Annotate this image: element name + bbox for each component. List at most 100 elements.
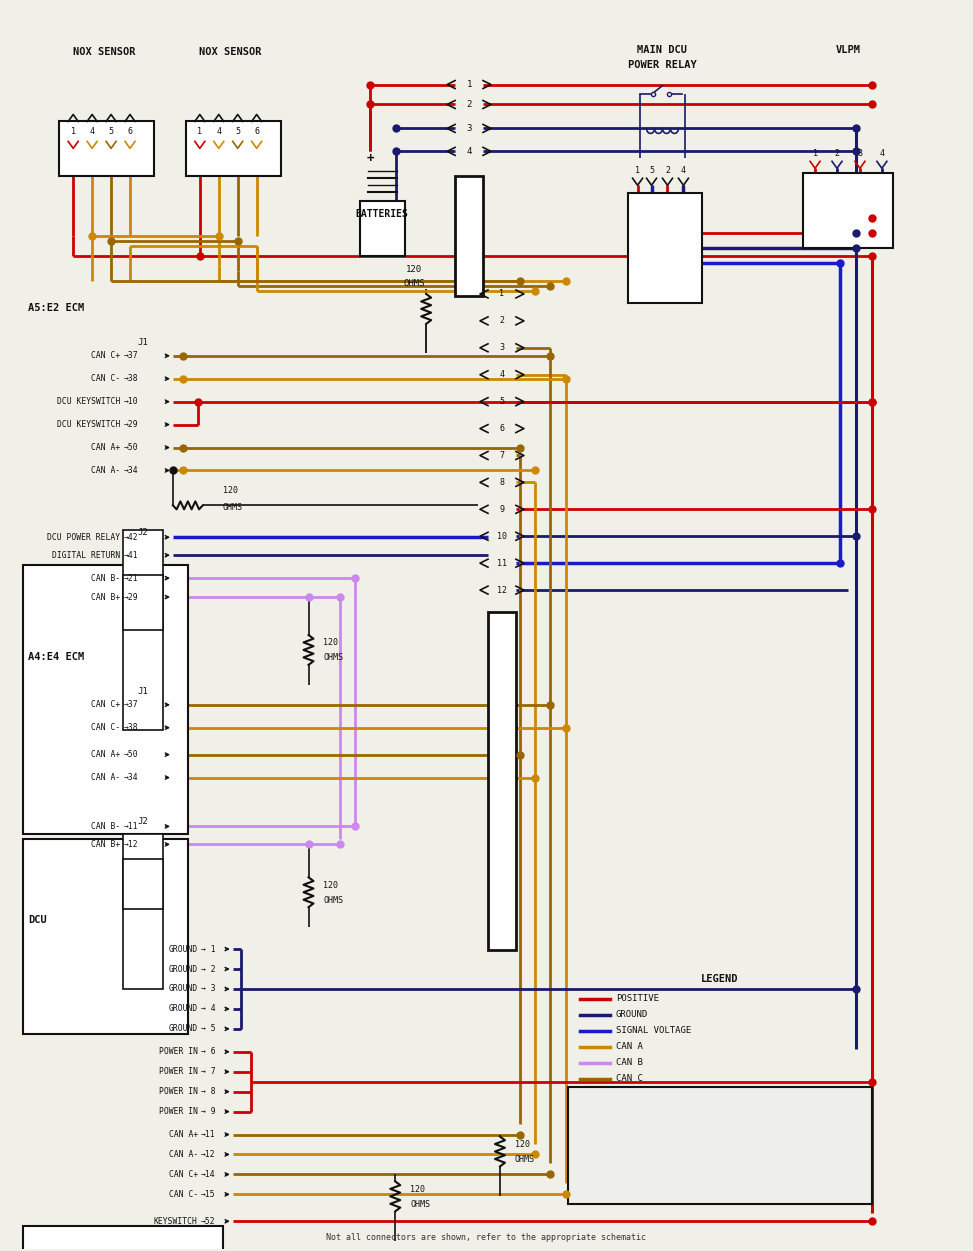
Text: 120: 120	[411, 1185, 425, 1193]
Bar	[803, 174, 893, 248]
Text: CAN B-: CAN B-	[90, 822, 120, 831]
Text: →11: →11	[124, 822, 139, 831]
Bar	[23, 1226, 223, 1251]
Text: →50: →50	[124, 751, 139, 759]
Text: DCU: DCU	[28, 916, 47, 926]
Text: DIGITAL RETURN: DIGITAL RETURN	[52, 550, 120, 559]
Text: OHMS: OHMS	[223, 503, 242, 512]
Text: BATTERIES: BATTERIES	[356, 209, 409, 219]
Text: → 9: → 9	[200, 1107, 215, 1116]
Text: 4: 4	[681, 166, 686, 175]
Text: 9: 9	[499, 505, 504, 514]
Text: GROUND: GROUND	[168, 1005, 198, 1013]
Text: CAN A+: CAN A+	[90, 443, 120, 452]
Text: GROUND: GROUND	[168, 945, 198, 953]
Text: 120: 120	[406, 264, 422, 274]
Text: → 3: → 3	[200, 985, 215, 993]
Text: 5: 5	[649, 166, 654, 175]
Text: CAN B+: CAN B+	[90, 593, 120, 602]
Bar	[123, 834, 162, 990]
Text: VLPM: VLPM	[836, 45, 860, 55]
Bar	[488, 612, 516, 950]
Text: NOX SENSOR: NOX SENSOR	[199, 46, 262, 56]
Text: 10: 10	[497, 532, 507, 540]
Text: CAN C+: CAN C+	[168, 1170, 198, 1178]
Text: OHMS: OHMS	[404, 279, 425, 289]
Text: 3: 3	[499, 343, 504, 353]
Text: 11: 11	[497, 559, 507, 568]
Bar	[360, 201, 405, 256]
Text: GROUND: GROUND	[616, 1011, 648, 1020]
Text: OHMS: OHMS	[323, 653, 343, 663]
Text: CAN C+: CAN C+	[90, 701, 120, 709]
Text: CAN A+: CAN A+	[90, 751, 120, 759]
Text: J2: J2	[137, 817, 148, 826]
Text: J1: J1	[137, 687, 148, 697]
Text: → 6: → 6	[200, 1047, 215, 1056]
Text: → 5: → 5	[200, 1025, 215, 1033]
Text: CAN A-: CAN A-	[90, 465, 120, 475]
Text: Not all connectors are shown, refer to the appropriate schematic: Not all connectors are shown, refer to t…	[327, 1232, 646, 1242]
Text: J1: J1	[137, 338, 148, 348]
Text: POWER IN: POWER IN	[159, 1087, 198, 1096]
Bar	[628, 193, 703, 303]
Text: 4: 4	[466, 146, 472, 156]
Text: 120: 120	[515, 1140, 530, 1148]
Text: POSITIVE: POSITIVE	[616, 995, 659, 1003]
Text: POWER IN: POWER IN	[159, 1047, 198, 1056]
Text: 3: 3	[857, 149, 862, 158]
Text: POWER RELAY: POWER RELAY	[629, 60, 697, 70]
Bar	[568, 1087, 872, 1205]
Text: 4: 4	[90, 126, 94, 136]
Text: →15: →15	[200, 1190, 215, 1198]
Text: KEYSWITCH: KEYSWITCH	[154, 1217, 198, 1226]
Text: POWER IN: POWER IN	[159, 1067, 198, 1076]
Text: 2: 2	[835, 149, 840, 158]
Text: 4: 4	[499, 370, 504, 379]
Text: →29: →29	[124, 420, 139, 429]
Text: CAN C-: CAN C-	[90, 723, 120, 732]
Text: →34: →34	[124, 465, 139, 475]
Text: 6: 6	[127, 126, 132, 136]
Text: GROUND: GROUND	[168, 965, 198, 973]
Text: →37: →37	[124, 701, 139, 709]
Text: OHMS: OHMS	[323, 896, 343, 904]
Bar	[23, 839, 188, 1033]
Text: CAN B+: CAN B+	[90, 839, 120, 849]
Text: 1: 1	[466, 80, 472, 89]
Text: →52: →52	[200, 1217, 215, 1226]
Text: CAN C: CAN C	[616, 1075, 642, 1083]
Text: →38: →38	[124, 723, 139, 732]
Text: 6: 6	[254, 126, 259, 136]
Text: CAN C+: CAN C+	[90, 352, 120, 360]
Text: CAN C-: CAN C-	[168, 1190, 198, 1198]
Bar	[186, 121, 280, 176]
Text: POWER IN: POWER IN	[159, 1107, 198, 1116]
Text: 1: 1	[635, 166, 640, 175]
Bar	[23, 565, 188, 834]
Text: 4: 4	[216, 126, 221, 136]
Text: →50: →50	[124, 443, 139, 452]
Text: 2: 2	[466, 100, 472, 109]
Text: 1: 1	[71, 126, 76, 136]
Text: →14: →14	[200, 1170, 215, 1178]
Text: 12: 12	[497, 585, 507, 594]
Text: →42: →42	[124, 533, 139, 542]
Text: CAN A-: CAN A-	[90, 773, 120, 782]
Text: →41: →41	[124, 550, 139, 559]
Text: GROUND: GROUND	[168, 985, 198, 993]
Text: 3: 3	[466, 124, 472, 133]
Text: SIGNAL VOLTAGE: SIGNAL VOLTAGE	[616, 1026, 691, 1036]
Text: → 1: → 1	[200, 945, 215, 953]
Text: MAIN DCU: MAIN DCU	[637, 45, 688, 55]
Text: 6: 6	[499, 424, 504, 433]
Text: 5: 5	[109, 126, 114, 136]
Text: CAN B-: CAN B-	[90, 574, 120, 583]
Bar	[123, 859, 162, 909]
Text: OHMS: OHMS	[411, 1200, 430, 1208]
Text: → 7: → 7	[200, 1067, 215, 1076]
Text: A5:E2 ECM: A5:E2 ECM	[28, 303, 85, 313]
Text: 120: 120	[223, 485, 237, 495]
Text: 120: 120	[323, 638, 339, 648]
Text: 120: 120	[323, 881, 339, 889]
